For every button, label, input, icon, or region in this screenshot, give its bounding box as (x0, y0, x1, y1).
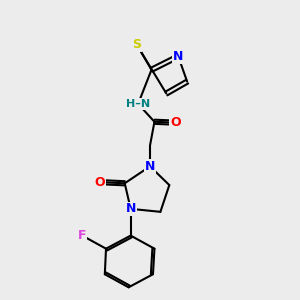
Text: S: S (132, 38, 141, 51)
Text: O: O (94, 176, 105, 189)
Text: N: N (145, 160, 155, 173)
Text: F: F (78, 229, 86, 242)
Text: O: O (170, 116, 181, 129)
Text: N: N (125, 202, 136, 215)
Text: N: N (173, 50, 183, 63)
Text: H–N: H–N (126, 99, 150, 109)
